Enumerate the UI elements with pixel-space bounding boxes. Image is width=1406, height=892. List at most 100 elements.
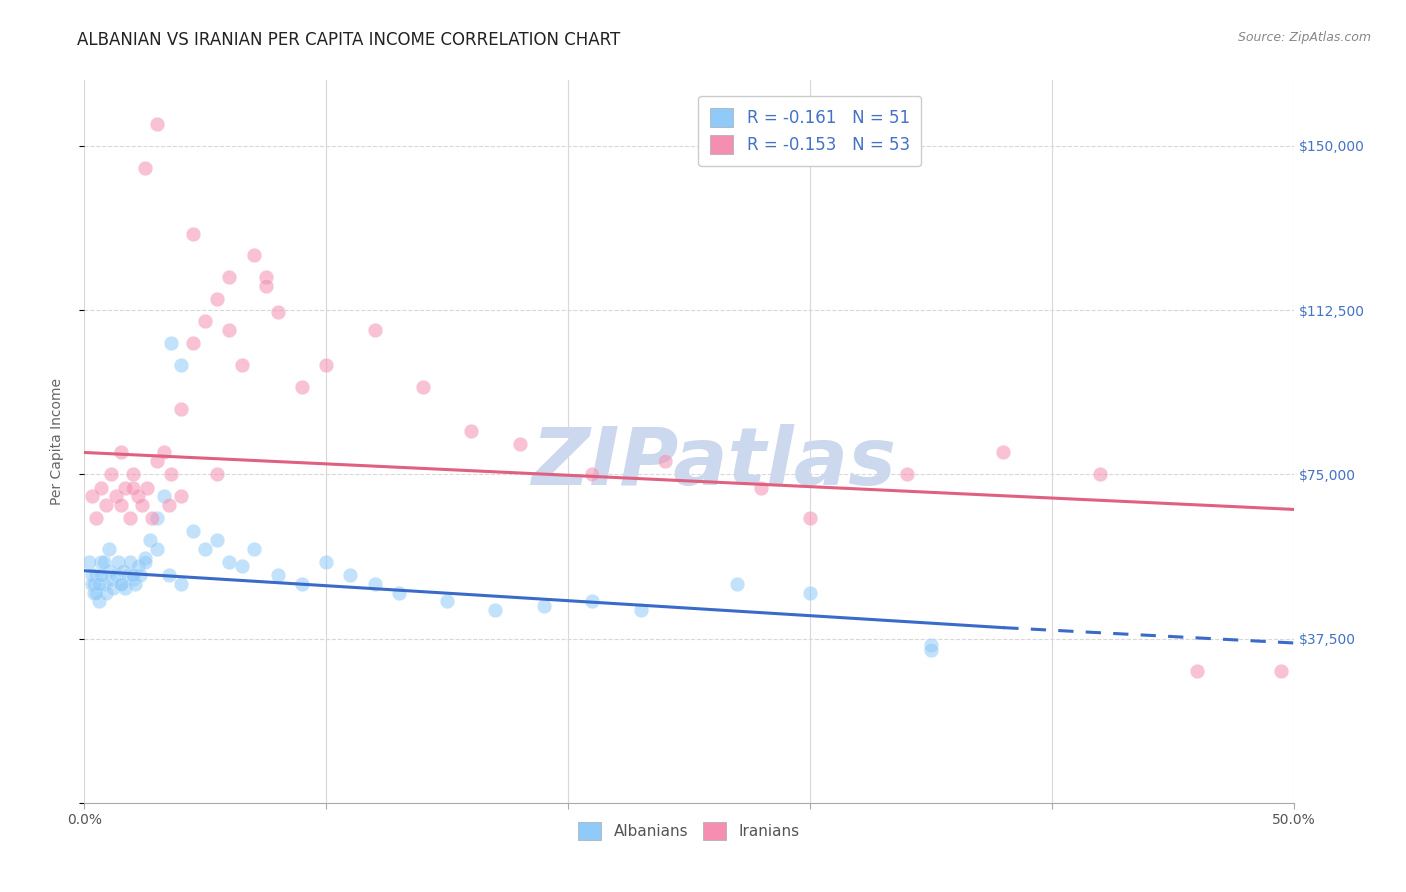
Point — [104, 489, 127, 503]
Point — [799, 511, 821, 525]
Point — [194, 314, 217, 328]
Point — [231, 358, 253, 372]
Point — [315, 555, 337, 569]
Point — [207, 467, 229, 482]
Point — [100, 573, 122, 587]
Point — [388, 585, 411, 599]
Point — [207, 533, 229, 547]
Point — [94, 585, 117, 599]
Point — [121, 568, 143, 582]
Point — [267, 305, 290, 319]
Point — [110, 577, 132, 591]
Point — [170, 577, 193, 591]
Point — [87, 577, 110, 591]
Point — [157, 498, 180, 512]
Point — [291, 577, 314, 591]
Point — [94, 498, 117, 512]
Point — [363, 323, 385, 337]
Point — [170, 489, 193, 503]
Point — [896, 467, 918, 482]
Point — [136, 481, 159, 495]
Point — [160, 336, 183, 351]
Point — [90, 568, 112, 582]
Point — [80, 489, 103, 503]
Point — [87, 594, 110, 608]
Text: ALBANIAN VS IRANIAN PER CAPITA INCOME CORRELATION CHART: ALBANIAN VS IRANIAN PER CAPITA INCOME CO… — [77, 31, 620, 49]
Point — [725, 577, 748, 591]
Point — [181, 336, 204, 351]
Point — [920, 642, 942, 657]
Point — [86, 585, 108, 599]
Point — [218, 555, 240, 569]
Legend: Albanians, Iranians: Albanians, Iranians — [572, 816, 806, 846]
Point — [460, 424, 482, 438]
Text: Source: ZipAtlas.com: Source: ZipAtlas.com — [1237, 31, 1371, 45]
Point — [291, 380, 314, 394]
Point — [181, 227, 204, 241]
Point — [100, 467, 122, 482]
Point — [207, 292, 229, 306]
Point — [509, 436, 531, 450]
Point — [93, 555, 115, 569]
Point — [103, 581, 125, 595]
Point — [436, 594, 458, 608]
Point — [363, 577, 385, 591]
Point — [160, 467, 183, 482]
Point — [315, 358, 337, 372]
Point — [1088, 467, 1111, 482]
Point — [110, 498, 132, 512]
Point — [104, 568, 127, 582]
Point — [218, 270, 240, 285]
Point — [120, 555, 142, 569]
Point — [80, 568, 103, 582]
Point — [129, 568, 152, 582]
Point — [181, 524, 204, 539]
Point — [581, 594, 603, 608]
Point — [153, 445, 176, 459]
Point — [134, 161, 156, 175]
Point — [242, 541, 264, 556]
Point — [117, 568, 139, 582]
Point — [80, 577, 103, 591]
Point — [146, 454, 169, 468]
Point — [131, 498, 153, 512]
Point — [146, 511, 169, 525]
Point — [127, 489, 149, 503]
Point — [127, 559, 149, 574]
Point — [170, 401, 193, 416]
Point — [484, 603, 506, 617]
Point — [110, 445, 132, 459]
Point — [254, 279, 277, 293]
Y-axis label: Per Capita Income: Per Capita Income — [49, 378, 63, 505]
Point — [630, 603, 652, 617]
Point — [339, 568, 361, 582]
Point — [121, 481, 143, 495]
Point — [412, 380, 434, 394]
Point — [134, 550, 156, 565]
Point — [121, 467, 143, 482]
Point — [114, 581, 136, 595]
Point — [110, 577, 132, 591]
Point — [1270, 665, 1292, 679]
Point — [138, 533, 160, 547]
Point — [90, 481, 112, 495]
Point — [751, 481, 773, 495]
Point — [146, 117, 169, 131]
Point — [533, 599, 555, 613]
Point — [146, 541, 169, 556]
Point — [112, 564, 135, 578]
Point — [83, 585, 105, 599]
Point — [993, 445, 1015, 459]
Point — [97, 564, 120, 578]
Point — [1185, 665, 1208, 679]
Point — [83, 577, 105, 591]
Point — [157, 568, 180, 582]
Point — [581, 467, 603, 482]
Point — [77, 555, 100, 569]
Point — [267, 568, 290, 582]
Point — [799, 585, 821, 599]
Point — [90, 555, 112, 569]
Text: ZIPatlas: ZIPatlas — [530, 425, 896, 502]
Point — [93, 577, 115, 591]
Point — [153, 489, 176, 503]
